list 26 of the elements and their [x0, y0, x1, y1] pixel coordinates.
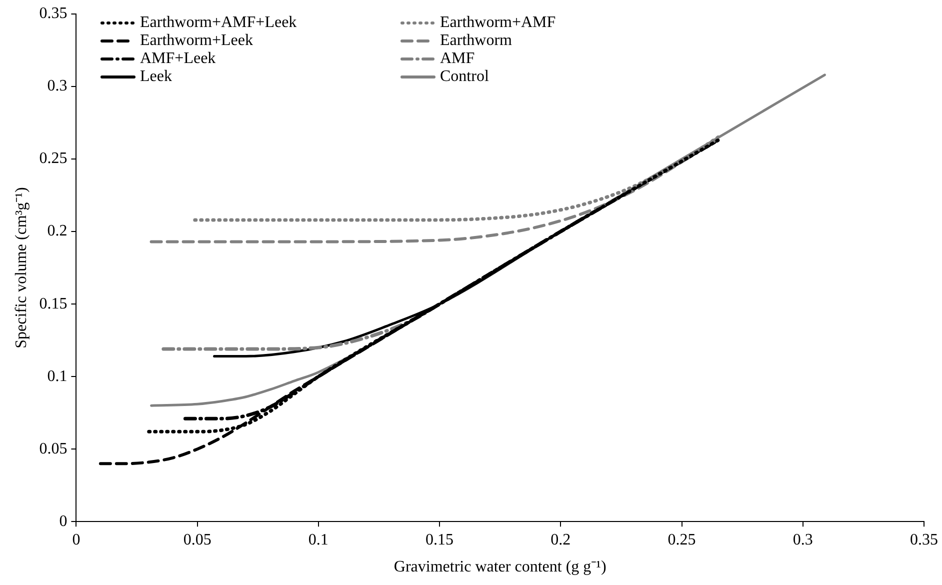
- x-tick-label: 0.15: [426, 531, 454, 548]
- y-tick-label: 0.1: [47, 368, 68, 385]
- y-tick-label: 0.3: [47, 78, 68, 95]
- legend-label: Earthworm+AMF: [440, 14, 556, 32]
- x-tick-label: 0.1: [308, 531, 328, 548]
- legend-label: Leek: [140, 68, 172, 86]
- y-axis-title: Specific volume (cm³g⁻¹): [12, 187, 30, 348]
- y-tick-label: 0.35: [39, 5, 68, 22]
- x-tick-label: 0: [72, 531, 80, 548]
- legend-label: Earthworm+Leek: [140, 32, 253, 50]
- legend-label: Control: [440, 68, 489, 86]
- x-tick-label: 0.05: [183, 531, 212, 548]
- legend-label: AMF: [440, 50, 475, 68]
- y-tick-label: 0.2: [47, 222, 68, 240]
- x-tick-label: 0.25: [668, 531, 696, 548]
- x-tick-label: 0.3: [792, 531, 813, 548]
- legend-label: Earthworm+AMF+Leek: [140, 14, 297, 32]
- y-tick-label: 0: [59, 512, 68, 530]
- legend-label: AMF+Leek: [140, 50, 216, 68]
- y-tick-label: 0.05: [39, 440, 68, 458]
- y-tick-label: 0.15: [39, 295, 68, 312]
- x-tick-label: 0.2: [550, 531, 571, 548]
- legend-label: Earthworm: [440, 32, 512, 50]
- y-tick-label: 0.25: [39, 150, 68, 168]
- x-tick-label: 0.35: [910, 531, 938, 548]
- x-axis-title: Gravimetric water content (g g⁻¹): [394, 558, 606, 576]
